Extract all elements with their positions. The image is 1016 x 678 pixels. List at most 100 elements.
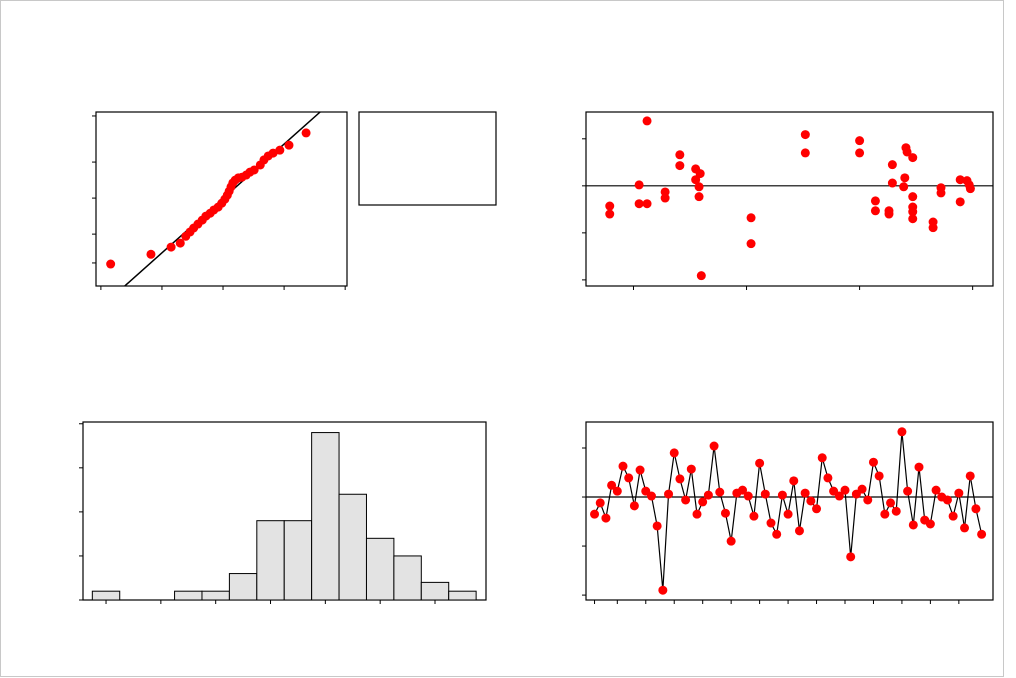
point bbox=[948, 511, 958, 521]
point bbox=[908, 207, 918, 217]
point bbox=[694, 182, 704, 192]
point bbox=[897, 427, 907, 437]
point bbox=[899, 182, 909, 192]
point bbox=[863, 495, 873, 505]
point bbox=[823, 473, 833, 483]
point bbox=[166, 242, 176, 252]
point bbox=[870, 196, 880, 206]
histogram-bar bbox=[201, 590, 230, 601]
point bbox=[880, 509, 890, 519]
point bbox=[634, 199, 644, 209]
point bbox=[955, 197, 965, 207]
point bbox=[886, 498, 896, 508]
point bbox=[715, 487, 725, 497]
point bbox=[800, 488, 810, 498]
point bbox=[146, 249, 156, 259]
point bbox=[928, 223, 938, 233]
point bbox=[960, 523, 970, 533]
point bbox=[817, 453, 827, 463]
point bbox=[642, 199, 652, 209]
point bbox=[887, 160, 897, 170]
point bbox=[908, 520, 918, 530]
point bbox=[590, 509, 600, 519]
histogram-bar bbox=[256, 520, 285, 601]
histogram-bar bbox=[448, 590, 477, 601]
point bbox=[601, 513, 611, 523]
point bbox=[936, 188, 946, 198]
histogram-bar bbox=[228, 573, 258, 601]
histogram-bar bbox=[338, 493, 367, 601]
point bbox=[652, 521, 662, 531]
point bbox=[694, 192, 704, 202]
histogram-bar bbox=[311, 432, 340, 601]
point bbox=[789, 476, 799, 486]
point bbox=[743, 491, 753, 501]
point bbox=[908, 153, 918, 163]
point bbox=[695, 169, 705, 179]
point bbox=[681, 495, 691, 505]
histogram-bar bbox=[365, 537, 395, 601]
point bbox=[746, 239, 756, 249]
point bbox=[301, 128, 311, 138]
point bbox=[624, 473, 634, 483]
point bbox=[605, 209, 615, 219]
histogram-bar bbox=[420, 581, 450, 601]
point bbox=[971, 504, 981, 514]
point bbox=[806, 496, 816, 506]
point bbox=[686, 464, 696, 474]
point bbox=[908, 192, 918, 202]
point bbox=[800, 148, 810, 158]
point bbox=[794, 526, 804, 536]
point bbox=[268, 148, 278, 158]
point bbox=[634, 180, 644, 190]
point bbox=[840, 485, 850, 495]
histogram-bar bbox=[91, 590, 121, 601]
point bbox=[884, 209, 894, 219]
point bbox=[846, 552, 856, 562]
point bbox=[908, 214, 918, 224]
point bbox=[738, 485, 748, 495]
point bbox=[664, 489, 674, 499]
point bbox=[720, 508, 730, 518]
point bbox=[658, 585, 668, 595]
point bbox=[612, 486, 622, 496]
point bbox=[977, 529, 987, 539]
histogram-bar bbox=[393, 555, 422, 601]
plot-frame bbox=[585, 111, 994, 287]
point bbox=[635, 465, 645, 475]
point bbox=[868, 457, 878, 467]
point bbox=[618, 461, 628, 471]
point bbox=[275, 145, 285, 155]
point bbox=[175, 238, 185, 248]
point bbox=[595, 498, 605, 508]
point bbox=[629, 501, 639, 511]
point bbox=[669, 448, 679, 458]
point bbox=[755, 458, 765, 468]
point bbox=[249, 165, 259, 175]
point bbox=[726, 536, 736, 546]
point bbox=[955, 175, 965, 185]
point bbox=[942, 495, 952, 505]
point bbox=[766, 518, 776, 528]
point bbox=[675, 474, 685, 484]
point bbox=[777, 490, 787, 500]
point bbox=[692, 509, 702, 519]
point bbox=[746, 213, 756, 223]
point bbox=[675, 161, 685, 171]
point bbox=[870, 206, 880, 216]
point bbox=[646, 491, 656, 501]
point bbox=[874, 471, 884, 481]
point bbox=[903, 486, 913, 496]
histogram-bar bbox=[174, 590, 203, 601]
point bbox=[696, 271, 706, 281]
point bbox=[855, 148, 865, 158]
point bbox=[857, 484, 867, 494]
point bbox=[772, 529, 782, 539]
histogram-bar bbox=[283, 520, 313, 601]
point bbox=[855, 136, 865, 146]
point bbox=[783, 509, 793, 519]
point bbox=[834, 491, 844, 501]
point bbox=[931, 485, 941, 495]
point bbox=[709, 441, 719, 451]
